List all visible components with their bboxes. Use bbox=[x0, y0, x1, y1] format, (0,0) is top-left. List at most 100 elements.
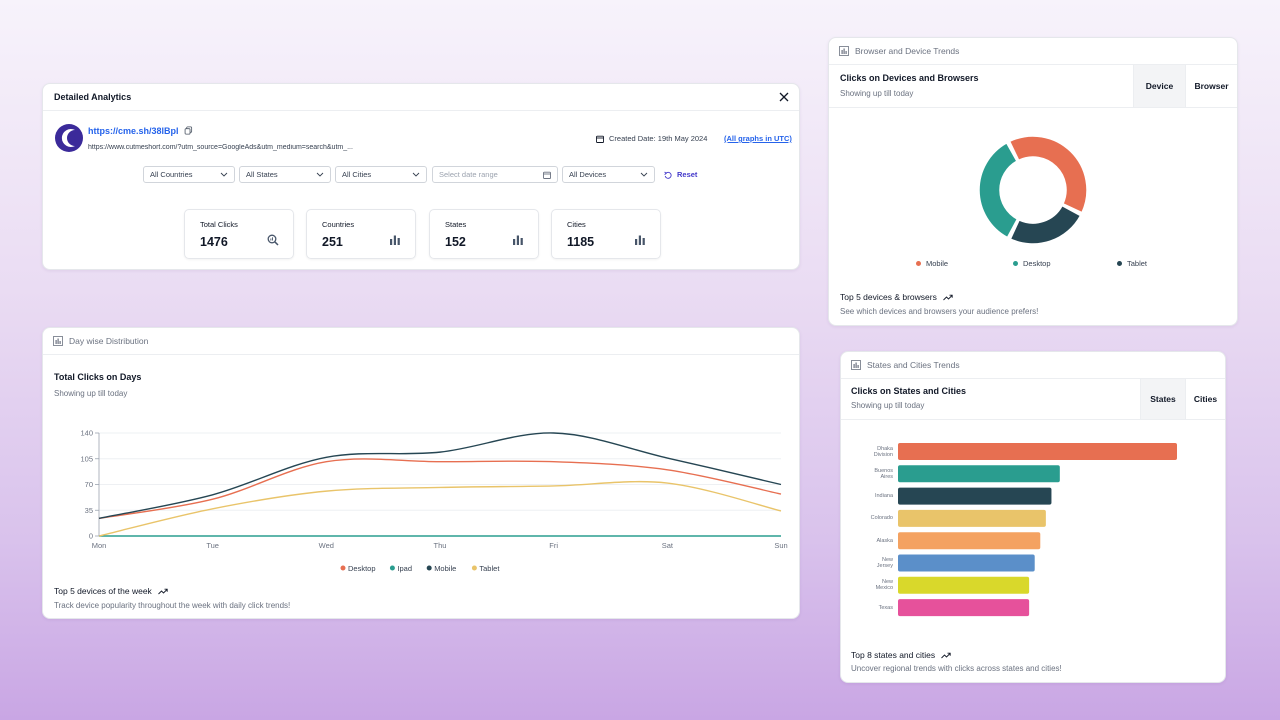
country-select-value: All Countries bbox=[150, 170, 193, 179]
bar-label-line: Dhaka bbox=[877, 445, 893, 452]
bar-label: Colorado bbox=[861, 515, 893, 521]
states-subtitle: Showing up till today bbox=[851, 401, 925, 410]
horizontal-bar-chart bbox=[898, 443, 1177, 617]
bar-chart-icon bbox=[839, 46, 849, 56]
long-url-text: https://www.cutmeshort.com/?utm_source=G… bbox=[88, 144, 353, 151]
donut-slice-desktop bbox=[978, 141, 1019, 239]
states-header-label: States and Cities Trends bbox=[867, 360, 960, 370]
bar-chart-icon bbox=[53, 336, 63, 346]
x-tick-label: Fri bbox=[549, 541, 558, 550]
reset-button[interactable]: Reset bbox=[664, 170, 697, 179]
chevron-down-icon bbox=[220, 172, 228, 177]
legend-swatch bbox=[340, 565, 346, 571]
copy-icon[interactable] bbox=[184, 126, 193, 135]
tab-states[interactable]: States bbox=[1140, 379, 1185, 419]
devices-header-label: Browser and Device Trends bbox=[855, 46, 960, 56]
calendar-icon bbox=[543, 171, 551, 179]
bar-label: Buenos Aires bbox=[861, 468, 893, 480]
chevron-down-icon bbox=[640, 172, 648, 177]
day-wise-footer: Top 5 devices of the week bbox=[54, 586, 168, 596]
state-select[interactable]: All States bbox=[239, 166, 331, 183]
bar-new-jersey bbox=[898, 554, 1035, 572]
tab-device[interactable]: Device bbox=[1133, 65, 1185, 107]
tab-browser[interactable]: Browser bbox=[1185, 65, 1237, 107]
detailed-analytics-card: Detailed Analytics https://cme.sh/38lBpl… bbox=[42, 83, 800, 270]
x-tick-label: Mon bbox=[92, 541, 107, 550]
donut-chart bbox=[978, 135, 1088, 245]
browser-device-trends-card: Browser and Device Trends Clicks on Devi… bbox=[828, 37, 1238, 326]
stat-label: Total Clicks bbox=[200, 220, 238, 229]
bar-label: Alaska bbox=[861, 538, 893, 544]
stat-value: 1476 bbox=[200, 235, 228, 249]
legend-swatch bbox=[1117, 261, 1122, 266]
legend-swatch bbox=[389, 565, 395, 571]
legend-label: Tablet bbox=[1127, 259, 1148, 268]
x-tick-label: Sat bbox=[662, 541, 674, 550]
bar-label-line: Alaska bbox=[876, 537, 893, 544]
bar-chart-icon bbox=[635, 235, 645, 245]
legend-label: Mobile bbox=[434, 564, 456, 573]
stat-countries: Countries 251 bbox=[306, 209, 416, 259]
legend-label: Mobile bbox=[926, 259, 949, 268]
stat-states: States 152 bbox=[429, 209, 539, 259]
chevron-down-icon bbox=[412, 172, 420, 177]
x-tick-label: Tue bbox=[206, 541, 219, 550]
states-footer: Top 8 states and cities bbox=[851, 650, 951, 660]
bar-label-line: Division bbox=[873, 451, 893, 458]
brand-logo-icon bbox=[55, 124, 83, 152]
day-wise-subtitle: Showing up till today bbox=[54, 389, 128, 398]
date-range-placeholder: Select date range bbox=[439, 170, 498, 179]
stat-label: States bbox=[445, 220, 467, 229]
city-select[interactable]: All Cities bbox=[335, 166, 427, 183]
day-wise-distribution-card: Day wise Distribution Total Clicks on Da… bbox=[42, 327, 800, 619]
bar-label-line: Buenos bbox=[874, 467, 893, 474]
stat-value: 152 bbox=[445, 235, 466, 249]
short-url-link[interactable]: https://cme.sh/38lBpl bbox=[88, 126, 179, 136]
device-select[interactable]: All Devices bbox=[562, 166, 655, 183]
state-select-value: All States bbox=[246, 170, 278, 179]
series-line-mobile bbox=[98, 432, 782, 520]
bar-label-line: New bbox=[881, 557, 893, 563]
states-tabs: States Cities bbox=[1140, 379, 1225, 419]
bar-chart-icon bbox=[513, 235, 523, 245]
city-select-value: All Cities bbox=[342, 170, 372, 179]
bar-label: Dhaka Division bbox=[861, 446, 893, 458]
devices-subtitle: Showing up till today bbox=[840, 89, 914, 98]
bar-label: New Jersey bbox=[861, 557, 893, 569]
legend-swatch bbox=[426, 565, 432, 571]
day-wise-footer-title: Top 5 devices of the week bbox=[54, 586, 152, 596]
utc-link[interactable]: (All graphs in UTC) bbox=[724, 134, 792, 143]
y-tick-label: 0 bbox=[89, 532, 93, 541]
legend-label: Desktop bbox=[348, 564, 376, 573]
devices-tabs: Device Browser bbox=[1133, 65, 1237, 107]
y-tick-label: 105 bbox=[80, 454, 93, 463]
bar-label-line: Jersey bbox=[876, 563, 893, 569]
bar-label-line: Mexico bbox=[875, 585, 893, 592]
tab-cities[interactable]: Cities bbox=[1185, 379, 1225, 419]
day-wise-footer-sub: Track device popularity throughout the w… bbox=[54, 601, 291, 610]
states-header: States and Cities Trends bbox=[841, 352, 1225, 379]
analytics-title: Detailed Analytics bbox=[54, 92, 132, 102]
bar-label-line: Aires bbox=[880, 473, 893, 480]
bar-chart-icon bbox=[390, 235, 400, 245]
created-date-label: Created Date: 19th May 2024 bbox=[609, 134, 708, 143]
legend-tablet: Tablet bbox=[1117, 259, 1147, 268]
states-footer-sub: Uncover regional trends with clicks acro… bbox=[851, 664, 1062, 673]
bar-alaska bbox=[898, 532, 1041, 550]
bar-buenos-aires bbox=[898, 465, 1060, 483]
states-footer-title: Top 8 states and cities bbox=[851, 650, 936, 660]
bar-label-line: Texas bbox=[878, 604, 893, 611]
analytics-header: Detailed Analytics bbox=[43, 84, 799, 111]
series-line-desktop bbox=[98, 458, 782, 520]
bar-label-line: Colorado bbox=[870, 515, 893, 522]
divider bbox=[841, 419, 1225, 420]
devices-footer-title: Top 5 devices & browsers bbox=[840, 292, 937, 302]
legend-desktop: Desktop bbox=[1013, 259, 1051, 268]
x-tick-label: Thu bbox=[434, 541, 447, 550]
bar-label-line: New bbox=[881, 579, 893, 586]
trending-up-icon bbox=[943, 294, 953, 300]
close-icon[interactable] bbox=[777, 90, 791, 104]
date-range-input[interactable]: Select date range bbox=[432, 166, 558, 183]
country-select[interactable]: All Countries bbox=[143, 166, 235, 183]
stat-value: 251 bbox=[322, 235, 343, 249]
